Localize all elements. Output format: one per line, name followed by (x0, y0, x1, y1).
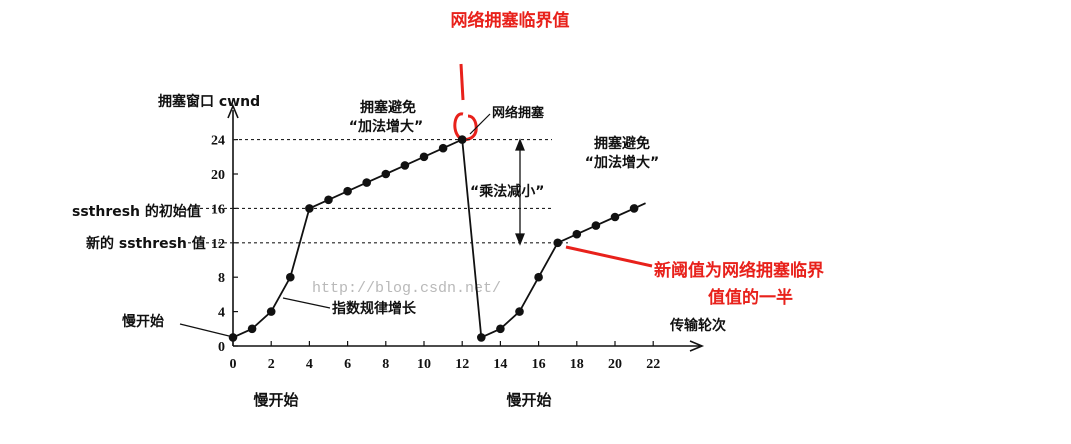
y-tick-label: 20 (211, 168, 225, 183)
congestion-point-marker (453, 63, 478, 141)
exp-growth-pointer (282, 297, 331, 309)
x-tick-label: 0 (230, 357, 237, 372)
x-tick-label: 6 (344, 357, 351, 372)
data-point (286, 272, 295, 282)
additive-inc-label-2: “加法增大” (585, 154, 659, 171)
reference-lines (188, 139, 568, 244)
slow-start-bottom-label-1: 慢开始 (253, 391, 298, 409)
data-point (324, 195, 333, 205)
data-point (438, 143, 448, 153)
data-point (400, 161, 410, 170)
axes (227, 103, 705, 352)
data-point (477, 333, 486, 342)
x-tick-label: 16 (532, 357, 546, 372)
data-point (381, 169, 391, 179)
initial-ssthresh-label: ssthresh 的初始值 (72, 203, 201, 220)
y-tick-label: 8 (218, 271, 225, 286)
slow-start-bottom-label-2: 慢开始 (506, 391, 551, 409)
exp-growth-label: 指数规律增长 (332, 300, 417, 317)
congestion-avoid-label-1: 拥塞避免 (360, 99, 416, 116)
new-threshold-note-line2: 值值的一半 (708, 287, 793, 308)
y-tick-label: 16 (211, 202, 225, 217)
data-point (496, 324, 505, 334)
series-points (228, 135, 639, 342)
x-tick-label: 8 (382, 357, 389, 372)
data-point (515, 307, 524, 316)
x-tick-label: 4 (306, 357, 313, 372)
mult-decrease-bracket (515, 138, 525, 246)
new-threshold-pointer (565, 245, 653, 268)
slow-start-left-pointer (179, 323, 230, 337)
data-point (362, 178, 372, 187)
data-point (457, 135, 467, 144)
data-point (343, 186, 352, 196)
data-point (419, 152, 429, 162)
data-point (247, 324, 257, 334)
slow-start-left-label: 慢开始 (122, 313, 164, 330)
x-tick-label: 20 (608, 357, 622, 372)
data-point (591, 221, 601, 230)
data-point (266, 307, 276, 316)
data-point (572, 229, 582, 239)
y-tick-label: 24 (211, 134, 225, 149)
network-congestion-label: 网络拥塞 (492, 105, 545, 121)
y-tick-label: 0 (218, 340, 225, 355)
x-tick-label: 18 (570, 357, 584, 372)
x-tick-label: 2 (268, 357, 275, 372)
data-point (228, 333, 238, 342)
y-tick-label: 4 (218, 306, 225, 321)
data-point (610, 212, 620, 222)
series-line-tail (633, 202, 646, 210)
x-tick-label: 22 (646, 357, 660, 372)
x-tick-label: 14 (493, 357, 507, 372)
data-point (305, 204, 314, 213)
new-ssthresh-label: 新的 ssthresh 值 (86, 235, 206, 252)
chart-title: 网络拥塞临界值 (451, 10, 570, 31)
x-tick-label: 12 (455, 357, 469, 372)
mult-decrease-label: “乘法减小” (470, 183, 544, 200)
data-point (534, 272, 543, 282)
new-threshold-note-line1: 新阈值为网络拥塞临界 (654, 260, 824, 281)
x-axis-label: 传输轮次 (669, 317, 726, 334)
additive-inc-label-1: “加法增大” (349, 118, 423, 135)
y-axis-label: 拥塞窗口 cwnd (158, 93, 260, 110)
network-congestion-pointer (469, 113, 491, 135)
series-line (232, 138, 635, 339)
data-point (553, 238, 562, 248)
y-tick-label: 12 (211, 237, 225, 252)
x-tick-label: 10 (417, 357, 431, 372)
watermark: http://blog.csdn.net/ (312, 280, 501, 297)
congestion-avoid-label-2: 拥塞避免 (594, 135, 650, 152)
